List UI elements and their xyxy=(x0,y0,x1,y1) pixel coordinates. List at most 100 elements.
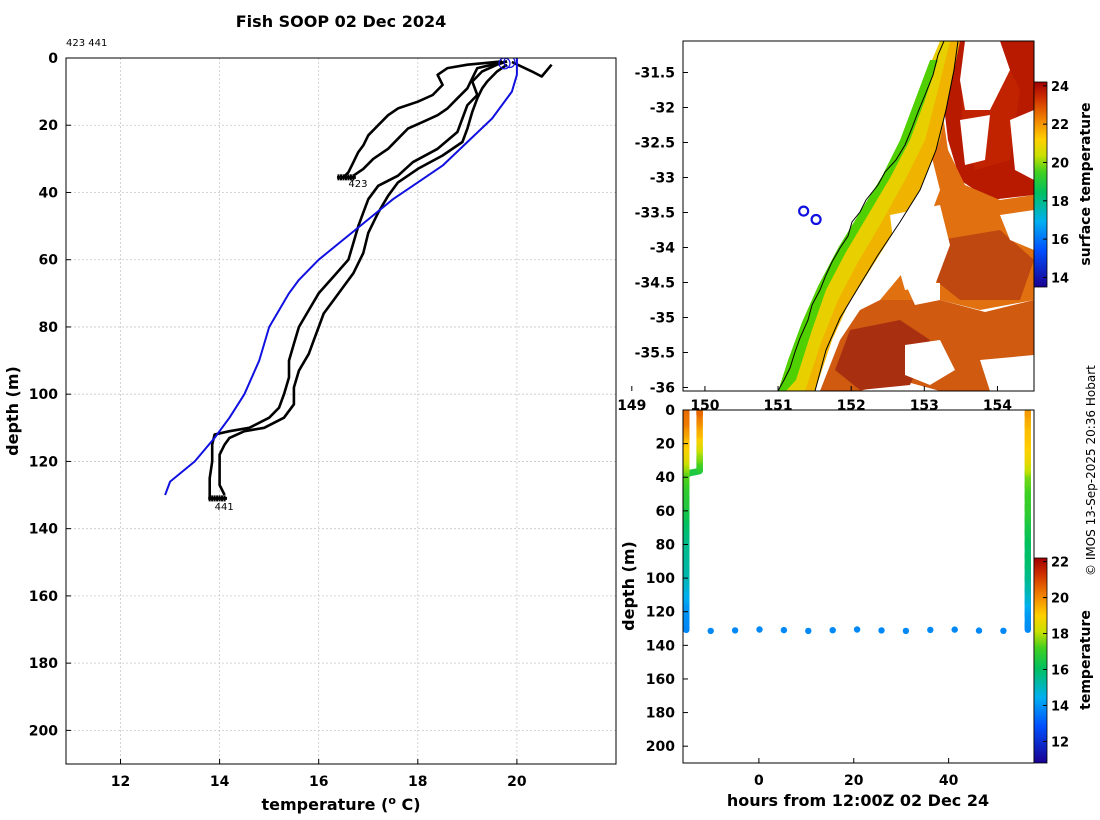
shelf-contour xyxy=(814,41,959,391)
profile-xtick-label: 18 xyxy=(408,774,427,790)
depth-time-point xyxy=(1024,410,1031,416)
depth-time-point xyxy=(683,626,690,634)
depth-time-panel: 0 20 40 60 80 100 120 140 160 180 200 0 20 40 hours f… xyxy=(619,403,1094,810)
sst-colorbar-tick-label: 22 xyxy=(1051,118,1069,133)
profile-xtick-label: 20 xyxy=(507,774,527,790)
map-deployment-marker xyxy=(798,205,810,217)
depth-time-point xyxy=(805,627,812,635)
depth-time-point xyxy=(853,626,861,633)
map-ytick-label: -35 xyxy=(650,311,675,327)
profile-ytick-label: 100 xyxy=(29,387,58,403)
profile-ytick-label: 0 xyxy=(48,51,58,67)
profile-xtick-label: 16 xyxy=(309,774,328,790)
map-deployment-marker xyxy=(810,213,822,226)
temperature-colorbar-ticks: 12 14 16 18 20 22 xyxy=(1043,556,1069,750)
sst-nearshore-green xyxy=(778,60,938,391)
map-ytick-label: -35.5 xyxy=(635,346,675,362)
profile-deployment-annotation: 423 xyxy=(348,179,367,190)
depth-time-point xyxy=(902,627,910,635)
depth-time-point xyxy=(951,626,958,633)
profile-ytick-label: 180 xyxy=(29,656,58,672)
sst-dark-eddy-2 xyxy=(935,230,1034,300)
sst-colorbar-tick-label: 16 xyxy=(1051,233,1069,248)
temperature-profile-panel: 423 441 12 14 16 18 200 20 40 60 80 100 120 140 160 18… xyxy=(3,51,617,815)
cloud-gap-8 xyxy=(905,283,940,305)
map-ytick-label: -34 xyxy=(650,241,676,257)
depth-time-xtick-label: 40 xyxy=(939,773,959,789)
profile-xtick-label: 12 xyxy=(111,774,130,790)
deployment-ids-label: 423 441 xyxy=(66,38,107,49)
profile-series: 423 441 xyxy=(164,58,553,513)
depth-time-ylabel: depth (m) xyxy=(619,541,638,631)
depth-time-point xyxy=(780,626,788,634)
depth-time-point xyxy=(878,627,885,634)
temperature-colorbar-tick-label: 22 xyxy=(1051,556,1069,571)
cloud-gap-4 xyxy=(890,205,950,290)
profile-ytick-label: 160 xyxy=(29,589,58,605)
map-ytick-label: -36 xyxy=(650,381,675,397)
depth-time-xtick-label: 20 xyxy=(844,773,864,789)
map-ytick-label: -34.5 xyxy=(635,276,675,292)
temperature-colorbar-label: temperature xyxy=(1078,610,1094,710)
depth-time-xlabel: hours from 12:00Z 02 Dec 24 xyxy=(727,791,989,810)
profile-axes-box xyxy=(65,57,617,765)
depth-time-ytick-label: 20 xyxy=(656,437,676,453)
temperature-colorbar-tick-label: 14 xyxy=(1051,699,1069,714)
sst-colorbar-tick-label: 24 xyxy=(1051,80,1069,95)
depth-time-ytick-label: 120 xyxy=(646,605,675,621)
depth-time-point xyxy=(731,627,739,634)
profile-surface-marker xyxy=(503,58,516,69)
sst-map-field xyxy=(683,41,1034,391)
profile-line-descent-441 xyxy=(208,60,508,499)
depth-time-ytick-label: 60 xyxy=(656,504,676,520)
temperature-colorbar-tick-label: 16 xyxy=(1051,663,1069,678)
profile-ytick-label: 80 xyxy=(39,320,59,336)
profile-line-ascent-423 xyxy=(352,60,508,177)
deployment-markers xyxy=(798,205,822,226)
profile-ytick-label: 60 xyxy=(39,253,59,269)
temperature-colorbar-tick-label: 12 xyxy=(1051,735,1069,750)
depth-time-ytick-label: 100 xyxy=(646,571,675,587)
profile-grid xyxy=(66,57,616,764)
depth-time-ytick-label: 200 xyxy=(646,739,675,755)
profile-line-descent-423 xyxy=(342,60,503,179)
land xyxy=(683,41,935,391)
depth-time-point xyxy=(1000,627,1007,634)
map-ytick-label: -33 xyxy=(650,171,675,187)
sst-map-panel: -31.5 -32 -32.5 -33 -33.5 -34 -34.5 -35 -35.5 -36… xyxy=(617,40,1094,414)
cloud-gap-2 xyxy=(960,115,990,165)
depth-time-ytick-label: 140 xyxy=(646,638,675,654)
map-ytick-label: -32 xyxy=(650,101,675,117)
cloud-gap-1 xyxy=(960,41,1010,110)
profile-deployment-annotation: 441 xyxy=(215,502,234,513)
sst-colorbar xyxy=(1033,81,1048,288)
temperature-colorbar-tick-label: 18 xyxy=(1051,628,1069,643)
chart-title: Fish SOOP 02 Dec 2024 xyxy=(236,12,446,31)
sst-colorbar-ticks: 14 16 18 20 22 24 xyxy=(1043,80,1069,286)
sst-colorbar-tick-label: 18 xyxy=(1051,195,1069,210)
profile-xtick-label: 14 xyxy=(210,774,230,790)
profile-ytick-label: 200 xyxy=(29,723,58,739)
profile-ytick-label: 140 xyxy=(29,522,58,538)
map-ytick-label: -32.5 xyxy=(635,136,675,152)
cloud-gap-5 xyxy=(1000,210,1034,250)
profile-surface-marker xyxy=(498,58,511,70)
depth-time-point xyxy=(707,627,714,635)
profile-xlabel: temperature (o C) xyxy=(261,794,420,815)
depth-time-point xyxy=(975,627,983,634)
sst-colorbar-label: surface temperature xyxy=(1078,102,1094,265)
depth-time-ytick-label: 40 xyxy=(656,470,676,486)
depth-time-point xyxy=(927,626,934,634)
profile-ytick-label: 40 xyxy=(39,185,59,201)
map-ytick-label: -31.5 xyxy=(635,66,675,82)
depth-time-ticks: 0 20 40 60 80 100 120 140 160 180 200 0 20 40 xyxy=(646,403,959,789)
profile-line-climatology xyxy=(164,58,518,496)
map-xtick-label: 149 xyxy=(617,398,646,414)
profile-ytick-label: 120 xyxy=(29,454,58,470)
depth-time-ytick-label: 80 xyxy=(656,537,676,553)
temperature-colorbar xyxy=(1033,557,1048,764)
depth-time-ytick-label: 180 xyxy=(646,706,675,722)
depth-time-point xyxy=(696,410,703,415)
depth-time-ytick-label: 160 xyxy=(646,672,675,688)
